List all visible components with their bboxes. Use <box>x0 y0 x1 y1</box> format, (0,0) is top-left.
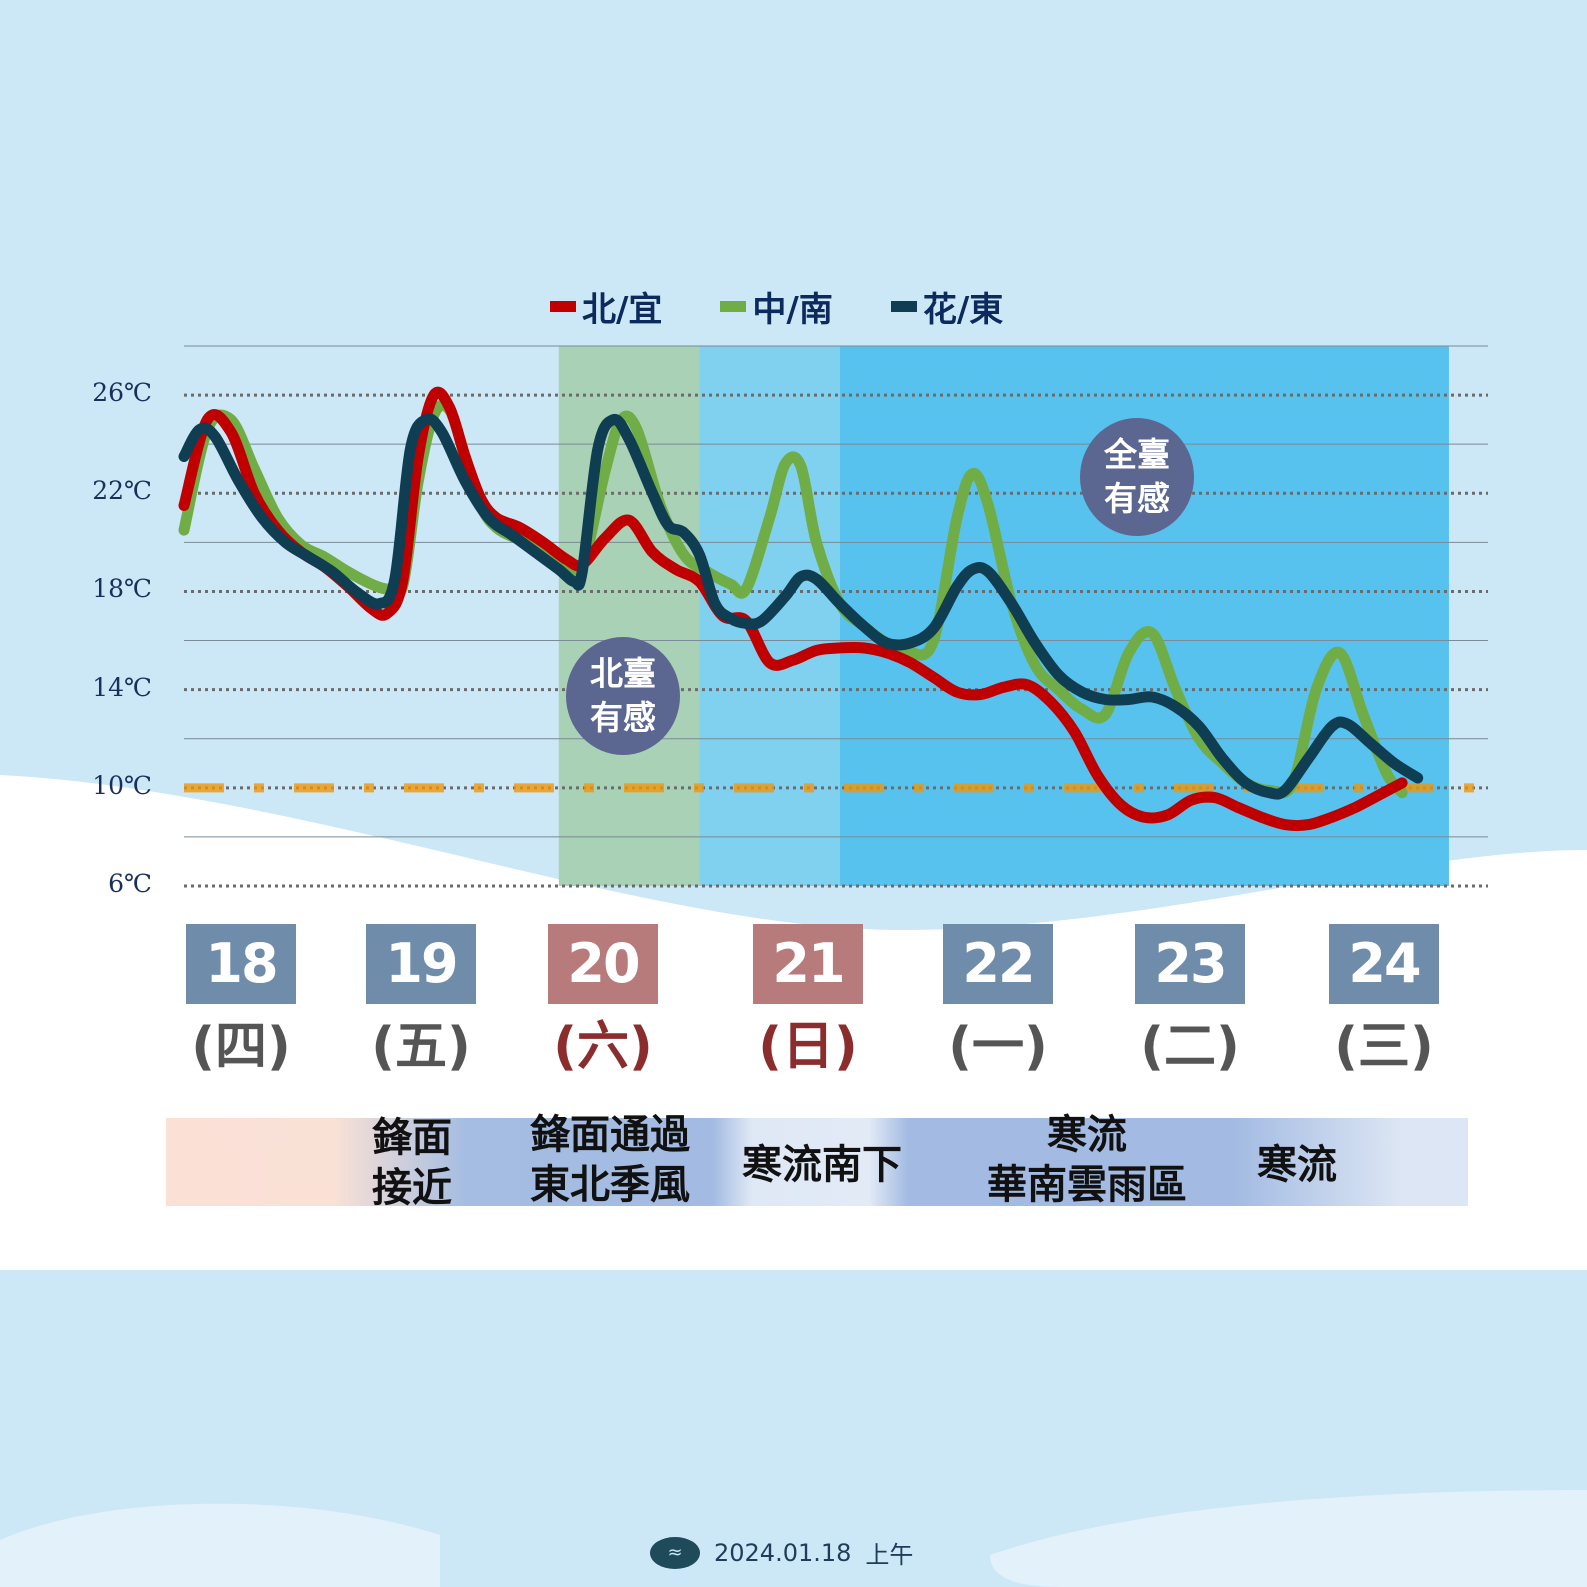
day-date-box: 22 <box>943 924 1053 1004</box>
day-weekday: (五) <box>371 1017 471 1077</box>
cwa-logo-icon: ≈ <box>650 1536 700 1569</box>
event-line: 寒流 <box>1047 1112 1127 1158</box>
legend-label-central: 中/南 <box>752 290 833 330</box>
day-date-box: 24 <box>1329 924 1439 1004</box>
legend-swatch-central <box>720 301 747 312</box>
badge-line: 全臺 <box>1104 435 1170 474</box>
day-date-box: 21 <box>753 924 863 1004</box>
event-line: 華南雲雨區 <box>987 1162 1187 1208</box>
day-date-box: 18 <box>186 924 296 1004</box>
legend-swatch-north <box>550 301 576 312</box>
day-weekday: (二) <box>1140 1017 1240 1077</box>
event-line: 接近 <box>372 1165 452 1211</box>
day-date-box: 20 <box>548 924 658 1004</box>
event-line: 寒流南下 <box>742 1142 902 1188</box>
legend: 北/宜 中/南 花/東 <box>550 282 1003 331</box>
event-line: 鋒面 <box>372 1115 452 1161</box>
badge-line: 有感 <box>1104 479 1170 518</box>
series-lines <box>178 386 1424 832</box>
event-line: 鋒面通過 <box>530 1112 690 1158</box>
weather-events-band <box>166 1118 1468 1206</box>
legend-swatch-east <box>890 301 917 312</box>
event-line: 東北季風 <box>530 1162 690 1208</box>
footer-time: 上午 <box>865 1541 914 1569</box>
day-weekday: (三) <box>1334 1017 1434 1077</box>
badge-line: 有感 <box>590 698 656 737</box>
y-tick-label: 6℃ <box>108 869 152 898</box>
y-tick-label: 14℃ <box>92 673 152 702</box>
event-label: 鋒面通過 東北季風 <box>530 1110 690 1210</box>
footer: ≈ 2024.01.18 上午 <box>650 1535 913 1570</box>
event-label: 寒流 華南雲雨區 <box>987 1110 1187 1210</box>
event-line: 寒流 <box>1257 1142 1337 1188</box>
day-weekday: (一) <box>948 1017 1048 1077</box>
legend-item-east: 花/東 <box>890 282 1004 331</box>
day-weekday: (四) <box>191 1017 291 1077</box>
y-tick-label: 26℃ <box>92 378 152 407</box>
y-tick-label: 22℃ <box>92 476 152 505</box>
event-label: 寒流南下 <box>742 1140 902 1190</box>
y-tick-label: 18℃ <box>92 574 152 603</box>
day-weekday: (六) <box>553 1017 653 1077</box>
day-weekday: (日) <box>758 1017 858 1077</box>
badge-north-felt: 北臺 有感 <box>566 637 680 755</box>
badge-island-wide-felt: 全臺 有感 <box>1080 418 1194 536</box>
series-line <box>178 413 1424 800</box>
footer-date: 2024.01.18 <box>714 1538 852 1567</box>
day-date-box: 23 <box>1135 924 1245 1004</box>
legend-item-central: 中/南 <box>720 282 833 331</box>
period-band <box>558 346 700 886</box>
legend-label-east: 花/東 <box>922 290 1004 330</box>
y-tick-label: 10℃ <box>92 771 152 800</box>
event-label: 寒流 <box>1257 1140 1337 1190</box>
legend-item-north: 北/宜 <box>550 282 662 331</box>
event-label: 鋒面 接近 <box>372 1113 452 1213</box>
legend-label-north: 北/宜 <box>582 290 663 330</box>
badge-line: 北臺 <box>590 654 656 693</box>
period-shading <box>558 346 1449 886</box>
day-date-box: 19 <box>366 924 476 1004</box>
